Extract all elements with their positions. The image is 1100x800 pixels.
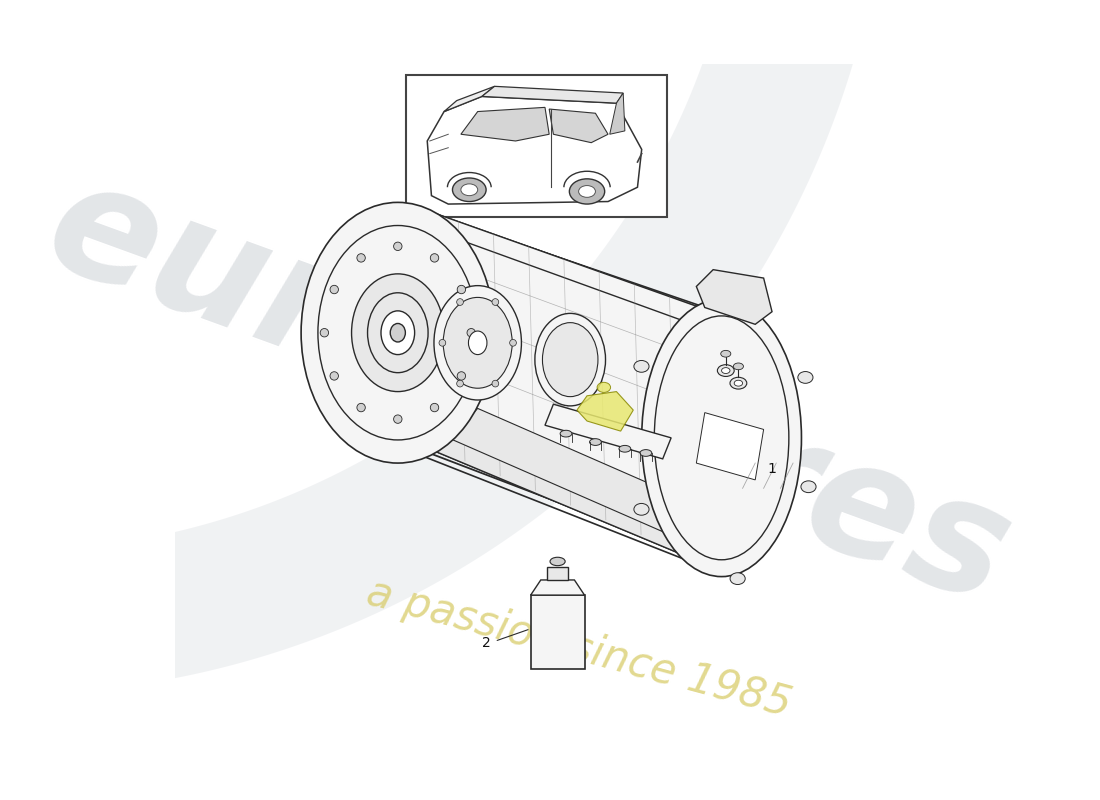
Bar bbox=[530, 595, 584, 669]
Ellipse shape bbox=[535, 314, 605, 406]
Ellipse shape bbox=[720, 350, 730, 357]
Ellipse shape bbox=[641, 299, 802, 577]
Ellipse shape bbox=[434, 286, 521, 400]
Ellipse shape bbox=[458, 286, 465, 294]
Ellipse shape bbox=[356, 254, 365, 262]
Polygon shape bbox=[544, 404, 671, 459]
Ellipse shape bbox=[619, 446, 630, 452]
Polygon shape bbox=[424, 417, 751, 564]
Polygon shape bbox=[444, 86, 495, 111]
Ellipse shape bbox=[456, 298, 463, 306]
Ellipse shape bbox=[717, 365, 734, 377]
Ellipse shape bbox=[801, 481, 816, 493]
Polygon shape bbox=[461, 107, 549, 141]
Ellipse shape bbox=[798, 371, 813, 383]
Ellipse shape bbox=[320, 329, 329, 337]
Ellipse shape bbox=[550, 558, 565, 566]
Bar bbox=[548, 566, 568, 580]
Ellipse shape bbox=[570, 179, 605, 204]
Ellipse shape bbox=[394, 242, 402, 250]
Ellipse shape bbox=[439, 339, 446, 346]
Ellipse shape bbox=[356, 403, 365, 412]
Polygon shape bbox=[424, 209, 705, 564]
Polygon shape bbox=[576, 391, 634, 431]
Ellipse shape bbox=[560, 430, 572, 437]
Polygon shape bbox=[549, 109, 608, 142]
Ellipse shape bbox=[730, 573, 745, 585]
Ellipse shape bbox=[301, 202, 495, 463]
Polygon shape bbox=[449, 409, 747, 555]
Text: a passion since 1985: a passion since 1985 bbox=[362, 571, 795, 725]
Polygon shape bbox=[0, 0, 887, 694]
Ellipse shape bbox=[734, 380, 742, 386]
Ellipse shape bbox=[456, 380, 463, 387]
Ellipse shape bbox=[730, 378, 747, 389]
Ellipse shape bbox=[597, 382, 611, 393]
Polygon shape bbox=[530, 580, 584, 595]
Ellipse shape bbox=[430, 254, 439, 262]
Ellipse shape bbox=[640, 450, 652, 456]
Ellipse shape bbox=[730, 291, 745, 303]
Ellipse shape bbox=[390, 323, 406, 342]
Text: 1: 1 bbox=[767, 462, 775, 476]
Ellipse shape bbox=[469, 331, 487, 354]
Polygon shape bbox=[427, 97, 641, 204]
Ellipse shape bbox=[458, 372, 465, 380]
Ellipse shape bbox=[634, 361, 649, 372]
Ellipse shape bbox=[590, 438, 602, 446]
Ellipse shape bbox=[654, 316, 789, 560]
Ellipse shape bbox=[542, 322, 598, 397]
Polygon shape bbox=[609, 93, 625, 134]
Ellipse shape bbox=[461, 184, 477, 196]
Ellipse shape bbox=[634, 503, 649, 515]
Bar bbox=[406, 75, 667, 217]
Ellipse shape bbox=[318, 226, 477, 440]
Ellipse shape bbox=[381, 311, 415, 354]
Polygon shape bbox=[696, 270, 772, 324]
Ellipse shape bbox=[579, 186, 595, 198]
Polygon shape bbox=[696, 413, 763, 480]
Ellipse shape bbox=[430, 403, 439, 412]
Text: eurospares: eurospares bbox=[28, 146, 1030, 637]
Ellipse shape bbox=[352, 274, 444, 391]
Ellipse shape bbox=[492, 380, 498, 387]
Polygon shape bbox=[424, 209, 751, 346]
Ellipse shape bbox=[468, 329, 475, 337]
Ellipse shape bbox=[443, 298, 513, 388]
Ellipse shape bbox=[394, 415, 402, 423]
Ellipse shape bbox=[509, 339, 516, 346]
Ellipse shape bbox=[330, 286, 339, 294]
Text: 2: 2 bbox=[482, 636, 491, 650]
Ellipse shape bbox=[452, 178, 486, 202]
Ellipse shape bbox=[492, 298, 498, 306]
Ellipse shape bbox=[722, 368, 730, 374]
Ellipse shape bbox=[330, 372, 339, 380]
Ellipse shape bbox=[734, 363, 744, 370]
Ellipse shape bbox=[367, 293, 428, 373]
Polygon shape bbox=[482, 86, 624, 103]
